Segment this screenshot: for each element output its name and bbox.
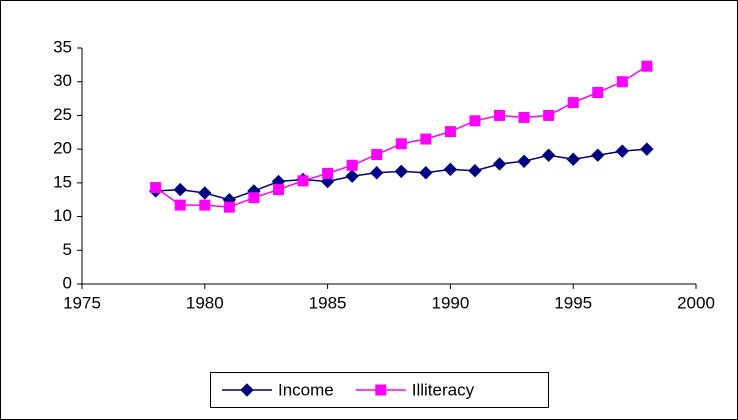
data-point bbox=[444, 126, 456, 138]
data-point bbox=[567, 97, 579, 109]
y-tick-label: 15 bbox=[53, 172, 72, 191]
data-point bbox=[518, 111, 530, 123]
data-point bbox=[297, 175, 309, 187]
x-tick-label: 1995 bbox=[554, 293, 592, 312]
data-point bbox=[543, 109, 555, 121]
x-tick-label: 1975 bbox=[63, 293, 101, 312]
data-point bbox=[469, 115, 481, 127]
data-point bbox=[494, 109, 506, 121]
data-point bbox=[198, 186, 212, 200]
x-tick-label: 1980 bbox=[186, 293, 224, 312]
data-point bbox=[199, 199, 211, 211]
y-tick-label: 25 bbox=[53, 105, 72, 124]
data-point bbox=[272, 184, 284, 196]
legend-label: Illiteracy bbox=[412, 380, 475, 399]
x-tick-label: 1990 bbox=[431, 293, 469, 312]
data-point bbox=[174, 199, 186, 211]
x-tick-label: 1985 bbox=[309, 293, 347, 312]
data-point bbox=[541, 148, 556, 162]
data-point bbox=[173, 182, 187, 197]
data-point bbox=[223, 201, 235, 213]
data-point bbox=[248, 192, 260, 204]
data-point bbox=[322, 167, 334, 179]
y-tick-label: 20 bbox=[53, 139, 72, 158]
data-point bbox=[468, 164, 482, 178]
y-tick-label: 5 bbox=[63, 240, 72, 259]
data-point bbox=[150, 182, 162, 194]
y-tick-label: 0 bbox=[63, 273, 72, 292]
data-point bbox=[370, 166, 384, 180]
data-point bbox=[566, 152, 580, 166]
data-point bbox=[592, 87, 604, 99]
data-point bbox=[371, 149, 383, 161]
legend-marker bbox=[375, 384, 387, 396]
legend-marker bbox=[240, 383, 254, 397]
data-point bbox=[640, 142, 654, 156]
data-point bbox=[591, 148, 605, 162]
data-point bbox=[615, 144, 630, 158]
data-point bbox=[492, 157, 507, 171]
data-point bbox=[517, 154, 531, 168]
data-point bbox=[346, 159, 358, 171]
data-point bbox=[394, 164, 408, 179]
x-tick-label: 2000 bbox=[677, 293, 715, 312]
data-point bbox=[395, 138, 407, 150]
data-point bbox=[443, 162, 458, 177]
legend-label: Income bbox=[278, 380, 334, 399]
data-point bbox=[420, 133, 432, 145]
data-point bbox=[616, 76, 628, 88]
y-tick-label: 30 bbox=[53, 71, 72, 90]
y-tick-label: 10 bbox=[53, 206, 72, 225]
data-point bbox=[345, 169, 359, 183]
data-point bbox=[641, 60, 653, 72]
data-point bbox=[419, 166, 433, 180]
y-tick-label: 35 bbox=[53, 37, 72, 56]
